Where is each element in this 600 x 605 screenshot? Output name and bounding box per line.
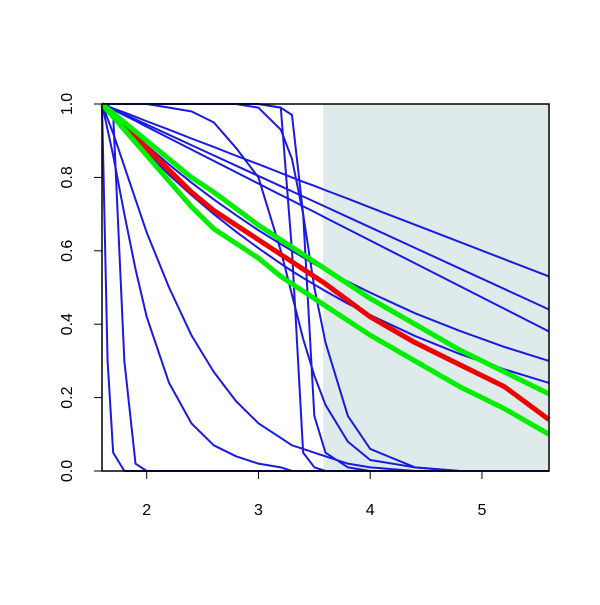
y-tick-label: 0.4 bbox=[59, 313, 76, 335]
series-line bbox=[100, 102, 551, 422]
x-tick-label: 2 bbox=[142, 502, 151, 519]
series-line bbox=[101, 103, 550, 333]
x-tick-label: 4 bbox=[366, 502, 375, 519]
y-tick-label: 0.8 bbox=[59, 166, 76, 188]
series-line bbox=[101, 103, 549, 472]
series-line bbox=[101, 103, 550, 311]
series-line bbox=[100, 102, 551, 437]
y-tick-label: 0.2 bbox=[59, 386, 76, 408]
y-tick-label: 1.0 bbox=[59, 93, 76, 115]
series-line bbox=[100, 102, 551, 397]
x-tick-label: 5 bbox=[477, 502, 486, 519]
y-tick-label: 0.0 bbox=[59, 460, 76, 482]
x-tick-label: 3 bbox=[254, 502, 263, 519]
series-line bbox=[101, 103, 550, 278]
y-tick-label: 0.6 bbox=[59, 240, 76, 262]
